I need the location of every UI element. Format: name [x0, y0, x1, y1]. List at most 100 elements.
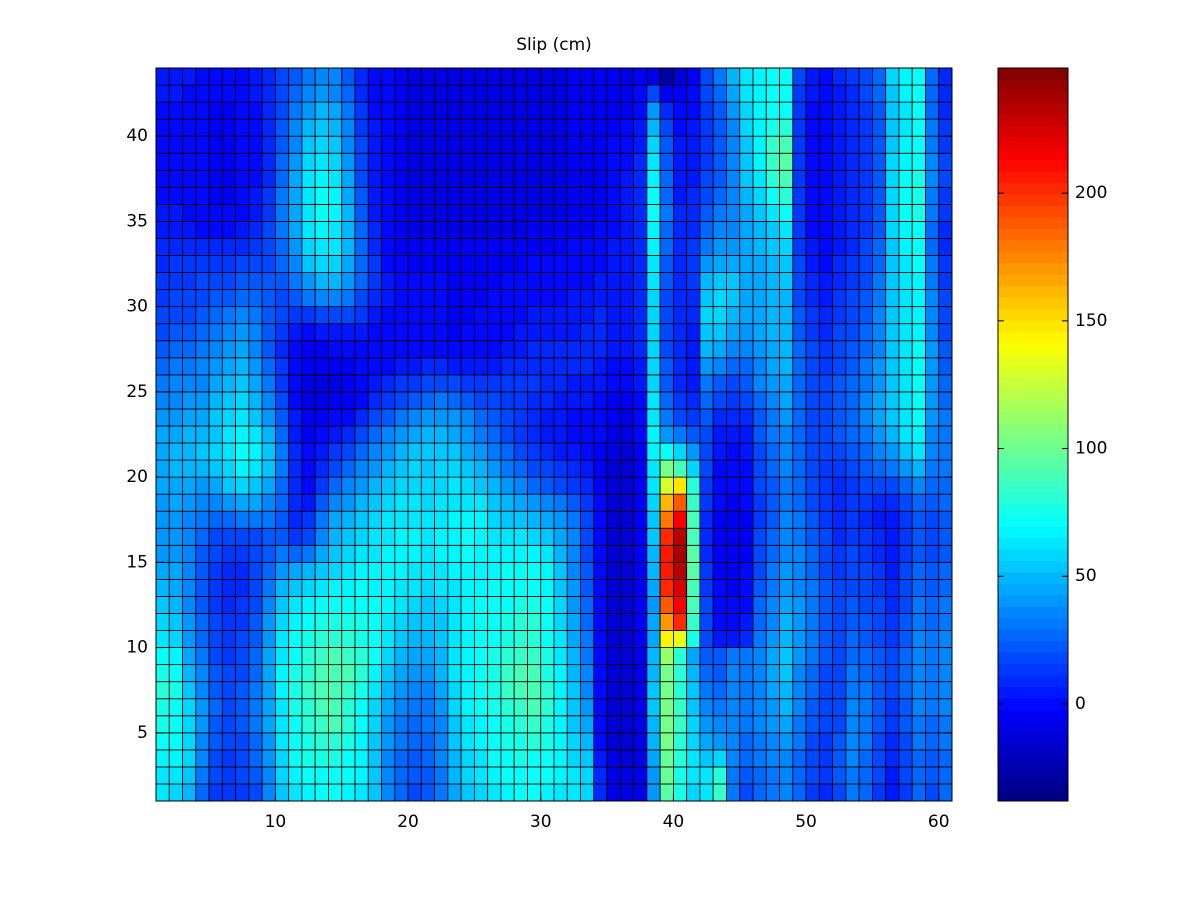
- heatmap-cell: [420, 698, 436, 717]
- heatmap-cell: [593, 152, 608, 171]
- colorbar-segment: [998, 285, 1068, 298]
- heatmap-cell: [168, 67, 183, 86]
- heatmap-cell: [885, 749, 900, 768]
- heatmap-cell: [832, 630, 847, 648]
- heatmap-cell: [261, 476, 276, 495]
- heatmap-cell: [858, 135, 873, 154]
- heatmap-cell: [659, 84, 674, 103]
- heatmap-cell: [341, 357, 356, 376]
- heatmap-cell: [885, 681, 900, 700]
- heatmap-cell: [195, 152, 210, 171]
- heatmap-cell: [367, 561, 382, 580]
- heatmap-cell: [845, 510, 860, 529]
- heatmap-cell: [460, 238, 475, 256]
- heatmap-cell: [805, 135, 820, 154]
- heatmap-cell: [832, 425, 847, 444]
- heatmap-cell: [341, 221, 356, 239]
- colorbar-segment: [998, 193, 1068, 206]
- heatmap-cell: [792, 596, 807, 614]
- heatmap-cell: [540, 135, 555, 154]
- heatmap-cell: [540, 630, 555, 648]
- heatmap-cell: [168, 408, 183, 427]
- heatmap-cell: [726, 561, 741, 580]
- heatmap-cell: [911, 613, 926, 631]
- heatmap-cell: [208, 272, 223, 291]
- heatmap-cell: [553, 118, 568, 137]
- heatmap-cell: [553, 203, 568, 222]
- heatmap-cell: [235, 561, 250, 580]
- heatmap-cell: [367, 459, 382, 478]
- heatmap-cell: [328, 732, 343, 751]
- heatmap-cell: [726, 306, 741, 325]
- heatmap-cell: [686, 357, 701, 376]
- heatmap-cell: [328, 169, 343, 188]
- heatmap-cell: [221, 613, 236, 631]
- heatmap-cell: [739, 118, 754, 137]
- heatmap-cell: [765, 715, 780, 734]
- heatmap-cell: [765, 169, 780, 188]
- heatmap-cell: [341, 186, 356, 205]
- heatmap-cell: [208, 374, 223, 393]
- heatmap-cell: [447, 221, 462, 239]
- heatmap-cell: [659, 596, 674, 614]
- heatmap-cell: [407, 255, 422, 273]
- heatmap-cell: [394, 323, 409, 342]
- heatmap-cell: [898, 664, 913, 683]
- heatmap-cell: [686, 493, 701, 512]
- heatmap-cell: [765, 476, 780, 495]
- heatmap-cell: [195, 732, 210, 751]
- heatmap-cell: [739, 186, 754, 205]
- heatmap-cell: [447, 357, 462, 376]
- heatmap-cell: [328, 596, 343, 614]
- heatmap-cell: [261, 391, 276, 410]
- heatmap-cell: [328, 221, 343, 239]
- heatmap-cell: [938, 203, 953, 222]
- heatmap-cell: [633, 527, 648, 546]
- heatmap-cell: [341, 238, 356, 256]
- heatmap-cell: [832, 544, 847, 563]
- heatmap-cell: [221, 493, 236, 512]
- heatmap-cell: [805, 408, 820, 427]
- heatmap-cell: [168, 596, 183, 614]
- heatmap-cell: [686, 221, 701, 239]
- heatmap-cell: [328, 561, 343, 580]
- heatmap-cell: [274, 221, 290, 239]
- heatmap-cell: [673, 323, 688, 342]
- heatmap-cell: [752, 647, 767, 666]
- heatmap-cell: [872, 391, 887, 410]
- heatmap-cell: [739, 391, 754, 410]
- heatmap-cell: [527, 766, 542, 785]
- heatmap-cell: [739, 238, 754, 256]
- heatmap-cell: [367, 84, 382, 103]
- colorbar-segment: [998, 331, 1068, 344]
- heatmap-cell: [168, 698, 183, 717]
- heatmap-cell: [765, 374, 780, 393]
- heatmap-cell: [792, 527, 807, 546]
- heatmap-cell: [779, 561, 794, 580]
- heatmap-cell: [513, 289, 528, 308]
- heatmap-cell: [208, 357, 223, 376]
- heatmap-cell: [182, 238, 197, 256]
- heatmap-cell: [328, 510, 343, 529]
- heatmap-cell: [898, 783, 913, 802]
- heatmap-cell: [168, 84, 183, 103]
- heatmap-cell: [221, 169, 236, 188]
- heatmap-cell: [553, 101, 568, 120]
- heatmap-cell: [593, 442, 608, 461]
- heatmap-cell: [699, 442, 714, 461]
- heatmap-cell: [235, 306, 250, 325]
- heatmap-cell: [938, 272, 953, 291]
- heatmap-cell: [328, 135, 343, 154]
- heatmap-cell: [314, 442, 329, 461]
- heatmap-cell: [460, 289, 475, 308]
- heatmap-cell: [699, 476, 714, 495]
- heatmap-cell: [235, 630, 250, 648]
- heatmap-cell: [288, 203, 303, 222]
- heatmap-cell: [500, 783, 515, 802]
- heatmap-cell: [513, 238, 528, 256]
- heatmap-cell: [739, 613, 754, 631]
- heatmap-cell: [726, 681, 741, 700]
- heatmap-cell: [473, 323, 489, 342]
- heatmap-cell: [473, 391, 489, 410]
- heatmap-cell: [686, 340, 701, 359]
